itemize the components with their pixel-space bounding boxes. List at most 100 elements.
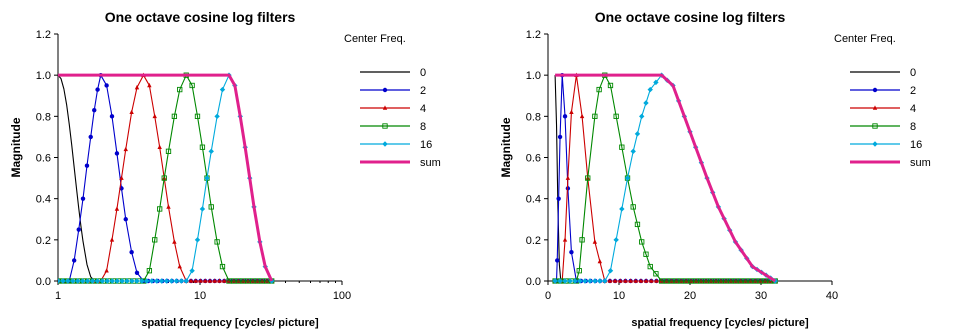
data-point-16 (567, 278, 573, 284)
y-tick-label: 1.2 (526, 29, 541, 41)
legend-title: Center Freq. (344, 33, 406, 45)
data-point-8 (718, 278, 724, 284)
series-8 (552, 72, 778, 284)
data-point-4 (579, 113, 585, 119)
y-tick-label: 0.8 (526, 111, 541, 123)
data-point-16 (144, 278, 150, 284)
data-point-16 (219, 86, 226, 93)
data-point-2 (562, 114, 568, 119)
data-point-8 (585, 175, 591, 181)
legend-label: 4 (420, 103, 426, 115)
data-point-16 (204, 175, 210, 181)
data-point-8 (698, 278, 704, 284)
data-point-8 (688, 278, 694, 284)
data-point-4 (607, 278, 613, 283)
data-point-4 (562, 237, 568, 242)
x-axis-label: spatial frequency [cycles/ picture] (631, 317, 809, 329)
data-point-16 (58, 278, 61, 284)
y-axis-label: Magnitude (499, 117, 513, 177)
legend-item-8: 8 (850, 121, 916, 133)
data-point-4 (157, 144, 162, 150)
data-point-16 (124, 278, 130, 284)
data-point-16 (587, 278, 593, 284)
left-chart: One octave cosine log filters 0.0 0.2 0.4 0.… (9, 9, 441, 329)
data-point-2 (76, 227, 81, 232)
legend-item-0: 0 (360, 67, 426, 79)
legend-item-2: 2 (850, 85, 916, 97)
data-point-8 (607, 82, 614, 89)
data-point-4 (134, 84, 140, 90)
legend-label: 16 (420, 139, 432, 151)
legend-marker (872, 141, 878, 147)
data-point-4 (212, 278, 217, 283)
legend-item-16: 16 (850, 139, 922, 151)
data-point-8 (757, 278, 764, 284)
legend-marker (872, 123, 878, 129)
data-point-16 (592, 278, 598, 284)
data-point-16 (84, 278, 91, 284)
legend-marker (382, 87, 388, 93)
series-4 (58, 72, 274, 283)
legend-item-4: 4 (360, 103, 426, 115)
data-point-16 (163, 278, 170, 284)
y-axis-label: Magnitude (9, 117, 23, 177)
data-point-4 (198, 278, 203, 283)
data-point-2 (555, 258, 560, 263)
data-point-8 (728, 278, 734, 284)
data-point-8 (733, 278, 739, 284)
y-tick-label: 0.6 (526, 153, 541, 165)
data-point-16 (75, 278, 81, 284)
data-point-4 (654, 278, 659, 283)
right-chart: One octave cosine log filters 0.0 0.2 0.4 0.… (499, 9, 931, 329)
data-point-16 (94, 278, 101, 284)
legend-item-4: 4 (850, 103, 916, 115)
legend-label: 4 (910, 103, 916, 115)
data-point-8 (634, 221, 641, 228)
data-point-8 (146, 268, 153, 274)
data-point-4 (565, 175, 571, 180)
data-point-8 (189, 82, 195, 89)
data-point-8 (683, 278, 689, 284)
legend-item-sum: sum (360, 157, 441, 169)
data-point-2 (129, 249, 134, 255)
legend-item-2: 2 (360, 85, 426, 97)
data-point-16 (129, 278, 135, 284)
data-point-8 (708, 278, 714, 284)
data-point-4 (649, 278, 654, 283)
y-tick-label: 1.2 (36, 29, 51, 41)
chart-title: One octave cosine log filters (105, 9, 296, 25)
data-point-8 (653, 271, 659, 277)
data-point-8 (194, 113, 201, 119)
data-point-2 (556, 196, 561, 201)
right-chart-panel: One octave cosine log filters 0.0 0.2 0.4 0.… (490, 0, 980, 335)
data-point-4 (638, 278, 644, 283)
data-point-8 (619, 144, 625, 150)
data-point-4 (177, 263, 182, 269)
data-point-16 (199, 206, 206, 212)
legend-label: 8 (910, 121, 916, 133)
legend-item-16: 16 (360, 139, 432, 151)
data-point-8 (177, 86, 183, 93)
data-point-16 (70, 278, 76, 284)
data-point-4 (612, 278, 618, 283)
data-point-8 (762, 278, 768, 284)
data-point-16 (189, 268, 195, 274)
x-tick-label: 0 (545, 290, 551, 302)
y-tick-label: 0.2 (36, 235, 51, 247)
legend-title: Center Freq. (834, 33, 896, 45)
data-point-8 (673, 278, 680, 284)
data-point-2 (557, 134, 563, 140)
data-point-8 (152, 237, 158, 243)
data-point-2 (569, 249, 574, 255)
x-tick-label: 20 (684, 290, 696, 302)
data-point-2 (88, 134, 93, 140)
series-line-sum (555, 73, 777, 283)
data-point-8 (208, 204, 214, 210)
legend-item-sum: sum (850, 157, 931, 169)
data-point-4 (172, 239, 177, 244)
data-point-16 (149, 278, 155, 284)
data-point-8 (647, 263, 653, 270)
data-point-4 (222, 278, 227, 283)
series-line-sum (58, 73, 274, 282)
legend-label: sum (910, 157, 931, 169)
